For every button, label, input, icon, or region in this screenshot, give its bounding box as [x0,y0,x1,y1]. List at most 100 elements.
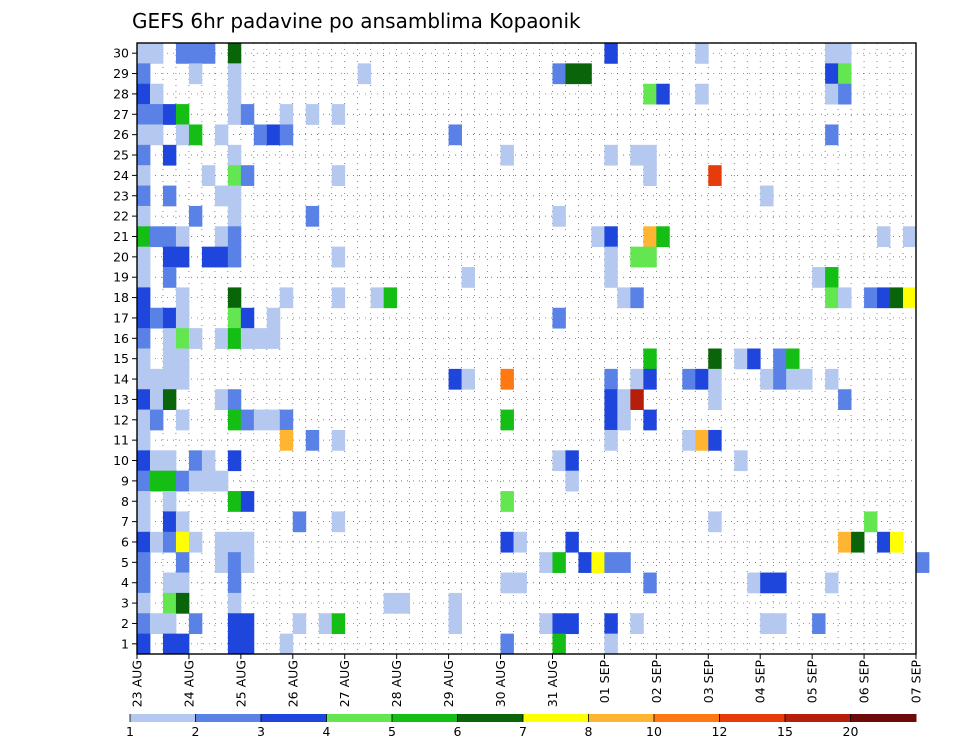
precip-cell [240,491,255,512]
precip-cell [851,531,865,553]
precip-cell [760,613,774,635]
precip-cell [500,409,514,431]
precip-cell [162,246,177,268]
precip-cell [162,307,177,329]
precip-cell [708,165,722,186]
precip-cell [240,328,255,349]
precip-cell [149,43,164,64]
precip-cell [227,43,242,64]
precip-cell [137,409,151,431]
precip-cell [149,450,164,472]
precip-cell [137,287,151,309]
precip-cell [201,43,216,64]
precip-cell [903,287,917,309]
precip-cell [604,43,618,64]
colorbar-swatch [719,714,786,722]
precip-cell [162,185,177,207]
precip-cell [137,389,151,410]
chart-title: GEFS 6hr padavine po ansamblima Kopaonik [132,9,581,33]
precip-cell [305,205,320,227]
x-tick-label: 25 AUG [233,660,248,707]
x-tick-label: 24 AUG [181,660,196,707]
precip-cell [604,267,618,288]
precip-cell [812,613,826,635]
precip-cell [149,104,164,125]
precip-cell [500,531,514,553]
precip-cell [448,613,462,635]
colorbar-swatch [261,714,327,722]
y-tick-label: 11 [113,433,129,448]
x-tick-label: 27 AUG [337,660,352,707]
precip-cell [565,613,579,635]
x-tick-label: 26 AUG [285,660,300,707]
precip-cell [500,572,514,594]
precip-cell [253,124,268,146]
precip-cell [227,165,242,186]
colorbar-tick-label: 6 [454,724,462,739]
precip-cell [825,83,839,105]
precip-cell [604,409,618,431]
precip-cell [162,572,177,594]
precip-cell [513,531,527,553]
precip-cell [708,389,722,410]
precip-cell [137,450,151,472]
precip-cell [175,307,190,329]
precip-cell [604,144,618,166]
precip-cell [227,226,242,248]
precip-cell [188,531,203,553]
precip-cell [643,572,657,594]
precip-cell [227,389,242,410]
precip-cell [682,429,696,451]
precip-cell [656,83,670,105]
y-tick-label: 9 [121,473,129,488]
precip-cell [825,287,839,309]
precip-cell [747,572,761,594]
precip-cell [175,246,190,268]
precip-cell [864,511,878,533]
colorbar-tick-label: 7 [519,724,527,739]
y-tick-label: 16 [113,331,129,346]
y-tick-label: 15 [113,351,129,366]
precip-cell [773,613,787,635]
precip-cell [188,613,203,635]
precip-cell [903,226,917,248]
precip-cell [331,511,346,533]
precip-cell [240,531,255,553]
y-tick-label: 4 [121,575,129,590]
precip-cell [838,43,852,64]
precip-cell [916,552,930,573]
y-tick-label: 27 [113,107,129,122]
precip-cell [383,287,398,309]
precip-cell [448,124,462,146]
precip-cell [591,226,605,248]
x-axis-ticks: 23 AUG 24 AUG 25 AUG 26 AUG 27 AUG 28 AUG 29 A… [130,654,924,707]
precip-cell [539,552,553,573]
precip-cell [162,144,177,166]
x-tick-label: 28 AUG [389,660,404,707]
y-tick-label: 17 [113,310,129,325]
precip-cell [760,368,774,390]
precip-cell [175,552,190,573]
precip-cell [137,491,151,512]
precip-cell [149,409,164,431]
colorbar-tick-label: 20 [843,724,859,739]
x-tick-label: 02 SEP [649,660,664,704]
plot-frame [136,42,917,655]
precip-cell [630,613,644,635]
precip-cell [201,165,216,186]
precip-cell [448,592,462,614]
precip-cell [877,226,891,248]
precip-cell [617,389,631,410]
precip-cell [227,613,242,635]
precip-cell [137,572,151,594]
precip-cell [162,368,177,390]
precip-cell [825,267,839,288]
precip-cell [201,470,216,492]
x-tick-label: 07 SEP [909,660,924,704]
colorbar-tick-label: 5 [388,724,396,739]
precip-cell [643,226,657,248]
precip-cell [825,368,839,390]
y-tick-label: 20 [113,249,129,264]
precip-cell [162,633,177,655]
precip-cell [175,633,190,655]
